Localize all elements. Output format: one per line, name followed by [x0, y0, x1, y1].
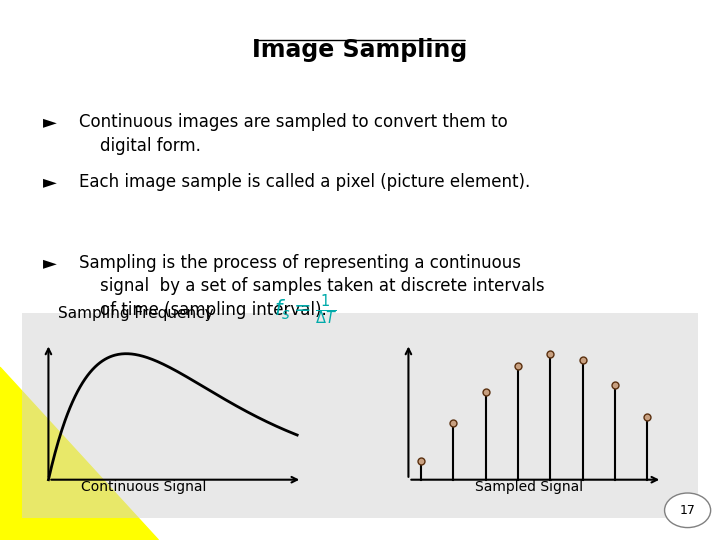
Text: ►: ► — [43, 254, 57, 272]
Text: Sampled Signal: Sampled Signal — [475, 480, 583, 494]
Text: Continuous Signal: Continuous Signal — [81, 480, 207, 494]
Text: Continuous images are sampled to convert them to
    digital form.: Continuous images are sampled to convert… — [79, 113, 508, 155]
FancyBboxPatch shape — [22, 313, 698, 518]
Text: Image Sampling: Image Sampling — [253, 38, 467, 62]
Text: Sampling is the process of representing a continuous
    signal  by a set of sam: Sampling is the process of representing … — [79, 254, 545, 319]
Text: Sampling Frequency: Sampling Frequency — [58, 306, 213, 321]
Text: ►: ► — [43, 113, 57, 131]
Polygon shape — [0, 367, 158, 540]
Text: ►: ► — [43, 173, 57, 191]
Text: 17: 17 — [680, 504, 696, 517]
Text: Each image sample is called a pixel (picture element).: Each image sample is called a pixel (pic… — [79, 173, 531, 191]
Circle shape — [665, 493, 711, 528]
Text: $f_s = \frac{1}{\Delta T}$: $f_s = \frac{1}{\Delta T}$ — [274, 292, 337, 327]
